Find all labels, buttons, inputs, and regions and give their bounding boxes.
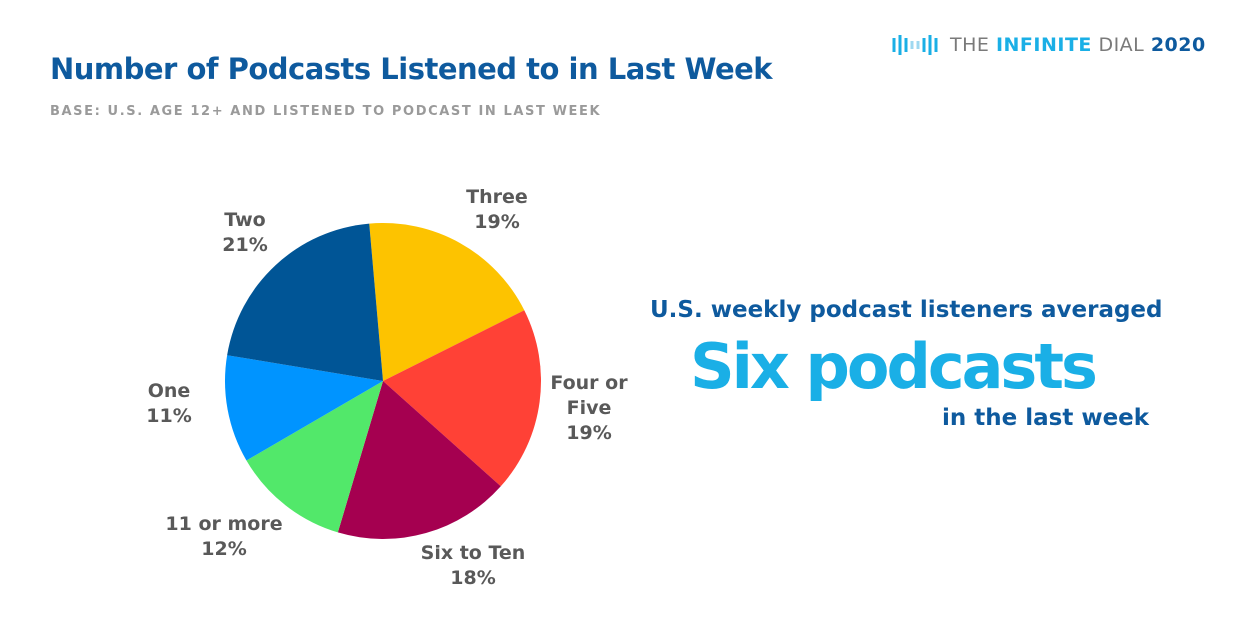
slice-label: Six to Ten 18% [408, 541, 538, 591]
pie-slice [246, 381, 383, 533]
logo: THE INFINITE DIAL 2020 [950, 34, 1206, 56]
logo-year: 2020 [1150, 34, 1206, 56]
pie-chart [225, 223, 541, 539]
pie-slice [369, 223, 525, 381]
callout-line: in the last week [942, 405, 1150, 431]
title: Number of Podcasts Listened to in Last W… [50, 52, 773, 86]
logo-dial: DIAL [1098, 34, 1145, 56]
value-label: 21% [222, 234, 268, 256]
logo-infinite: INFINITE [995, 34, 1092, 56]
callout-headline: Six podcasts [690, 330, 1098, 403]
category-label: Four or Five [550, 372, 628, 419]
value-label: 18% [450, 567, 496, 589]
category-label: One [147, 380, 191, 402]
slice-label: One 11% [104, 379, 234, 429]
slice-label: Two 21% [180, 208, 310, 258]
value-label: 11% [146, 405, 192, 427]
category-label: Six to Ten [420, 542, 526, 564]
pie-slice [337, 381, 501, 539]
category-label: Two [224, 209, 266, 231]
value-label: 19% [474, 211, 520, 233]
slice-label: Four or Five 19% [549, 371, 629, 446]
logo-the: THE [950, 34, 990, 56]
slice-label: 11 or more 12% [159, 512, 289, 562]
pie-slice [383, 310, 541, 487]
value-label: 12% [201, 538, 247, 560]
category-label: Three [466, 186, 528, 208]
logo-icon [892, 35, 938, 55]
subtitle: BASE: U.S. AGE 12+ AND LISTENED TO PODCA… [50, 104, 602, 119]
category-label: 11 or more [165, 513, 283, 535]
value-label: 19% [566, 422, 612, 444]
callout-line: U.S. weekly podcast listeners averaged [650, 297, 1163, 323]
pie-slice [225, 355, 383, 461]
slice-label: Three 19% [432, 185, 562, 235]
pie-slice [227, 223, 383, 381]
